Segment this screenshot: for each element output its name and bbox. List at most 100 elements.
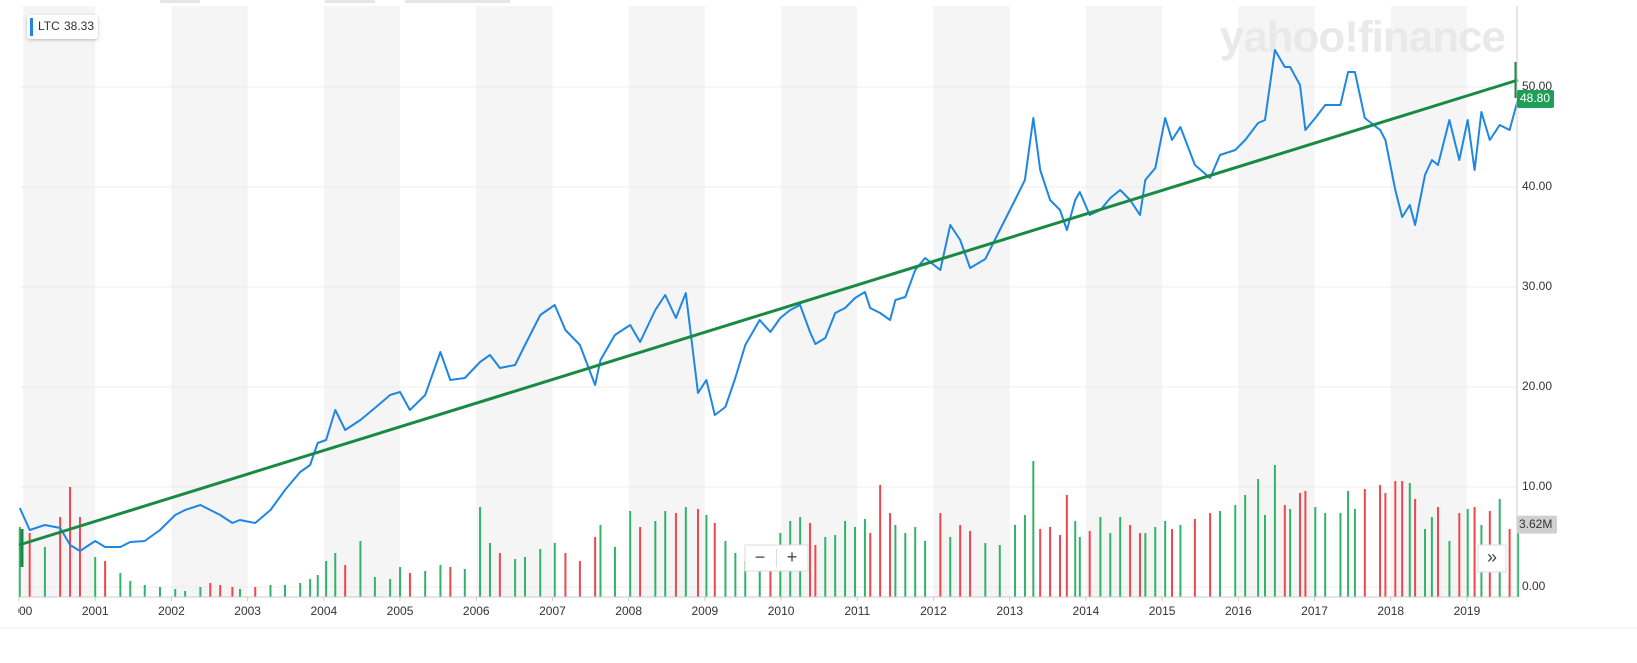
volume-bar (43, 547, 46, 597)
volume-bar (814, 545, 817, 597)
volume-bar (1299, 493, 1302, 597)
volume-bar (889, 513, 892, 597)
x-tick-label: 2009 (692, 604, 719, 618)
legend-box (27, 15, 98, 39)
volume-bar (399, 567, 402, 597)
volume-bar (316, 575, 319, 597)
volume-bar (1234, 505, 1237, 597)
volume-bar (1289, 509, 1292, 597)
volume-bar (269, 585, 272, 597)
volume-bar (1244, 495, 1247, 597)
volume-bar (904, 533, 907, 597)
volume-bar (853, 527, 856, 597)
volume-bar (1263, 515, 1266, 597)
volume-bar (1049, 527, 1052, 597)
volume-bars (18, 461, 1519, 597)
volume-bar (713, 523, 716, 597)
volume-bar (1384, 493, 1387, 597)
volume-bar (744, 561, 747, 597)
volume-bar (28, 533, 31, 597)
volume-bar (594, 537, 597, 597)
trend-line (18, 78, 1519, 547)
volume-bar (1379, 485, 1382, 597)
volume-bar (1065, 495, 1068, 597)
volume-bar (1414, 499, 1417, 597)
volume-bar (1099, 517, 1102, 597)
legend-swatch (30, 18, 33, 36)
x-tick-label: 2008 (615, 604, 642, 618)
y-tick-label: 20.00 (1522, 379, 1552, 393)
volume-bar (1508, 529, 1511, 597)
volume-bar (1058, 535, 1061, 597)
volume-bar (424, 571, 427, 597)
zoom-out[interactable]: − (755, 547, 766, 567)
x-tick-label: 2003 (234, 604, 261, 618)
volume-bar (1363, 489, 1366, 597)
zoom-in[interactable]: + (787, 547, 798, 567)
volume-bar (769, 549, 772, 597)
y-tick-label: 10.00 (1522, 479, 1552, 493)
year-band (781, 6, 858, 597)
x-tick-label: 2016 (1225, 604, 1252, 618)
volume-bar (1039, 529, 1042, 597)
volume-bar (553, 543, 556, 597)
volume-bar (334, 553, 337, 597)
volume-bar (1129, 525, 1132, 597)
volume-bar (1074, 521, 1077, 597)
volume-bar (1078, 537, 1081, 597)
volume-bar (724, 541, 727, 597)
volume-bar (1193, 519, 1196, 597)
last-price-box (1517, 90, 1554, 108)
volume-bar (863, 519, 866, 597)
volume-bar (639, 527, 642, 597)
volume-bar (1466, 509, 1469, 597)
last-price-label: 48.80 (1520, 91, 1550, 105)
tab[interactable] (325, 0, 375, 3)
volume-bar (309, 579, 312, 597)
tab[interactable] (405, 0, 510, 3)
volume-bar (69, 487, 72, 597)
volume-bar (1353, 509, 1356, 597)
volume-bar (283, 585, 286, 597)
volume-bar (1219, 511, 1222, 597)
x-tick-label: 2002 (158, 604, 185, 618)
volume-bar (1424, 529, 1427, 597)
year-band (323, 6, 401, 597)
legend-value: 38.33 (64, 19, 94, 33)
tab[interactable] (160, 0, 200, 3)
volume-bar (1014, 525, 1017, 597)
volume-bar (463, 569, 466, 597)
watermark: yahoo!finance (1220, 13, 1505, 62)
volume-bar (1023, 515, 1026, 597)
volume-bar (1448, 541, 1451, 597)
volume-bar (697, 509, 700, 597)
y-tick-label: 40.00 (1522, 179, 1552, 193)
volume-bar (1394, 481, 1397, 597)
volume-bar (809, 523, 812, 597)
year-bands (23, 6, 1467, 597)
x-tick-label: 2014 (1073, 604, 1100, 618)
volume-bar (1408, 483, 1411, 597)
volume-bar (629, 511, 632, 597)
volume-bar (479, 507, 482, 597)
volume-bar (1273, 465, 1276, 597)
volume-bar (299, 583, 302, 597)
y-tick-label: 50.00 (1522, 79, 1552, 93)
volume-bar (834, 535, 837, 597)
volume-bar (514, 559, 517, 597)
volume-bar (94, 557, 97, 597)
volume-bar (344, 565, 347, 597)
scroll-right[interactable]: » (1487, 547, 1497, 567)
volume-bar (1179, 525, 1182, 597)
volume-bar (734, 553, 737, 597)
volume-bar (1401, 481, 1404, 597)
last-volume-box (1517, 515, 1557, 534)
year-band (476, 6, 553, 597)
x-tick-label: 2013 (996, 604, 1023, 618)
volume-bar (59, 517, 62, 597)
volume-bar (373, 577, 376, 597)
x-tick-label: 2015 (1149, 604, 1176, 618)
volume-bar (488, 543, 491, 597)
